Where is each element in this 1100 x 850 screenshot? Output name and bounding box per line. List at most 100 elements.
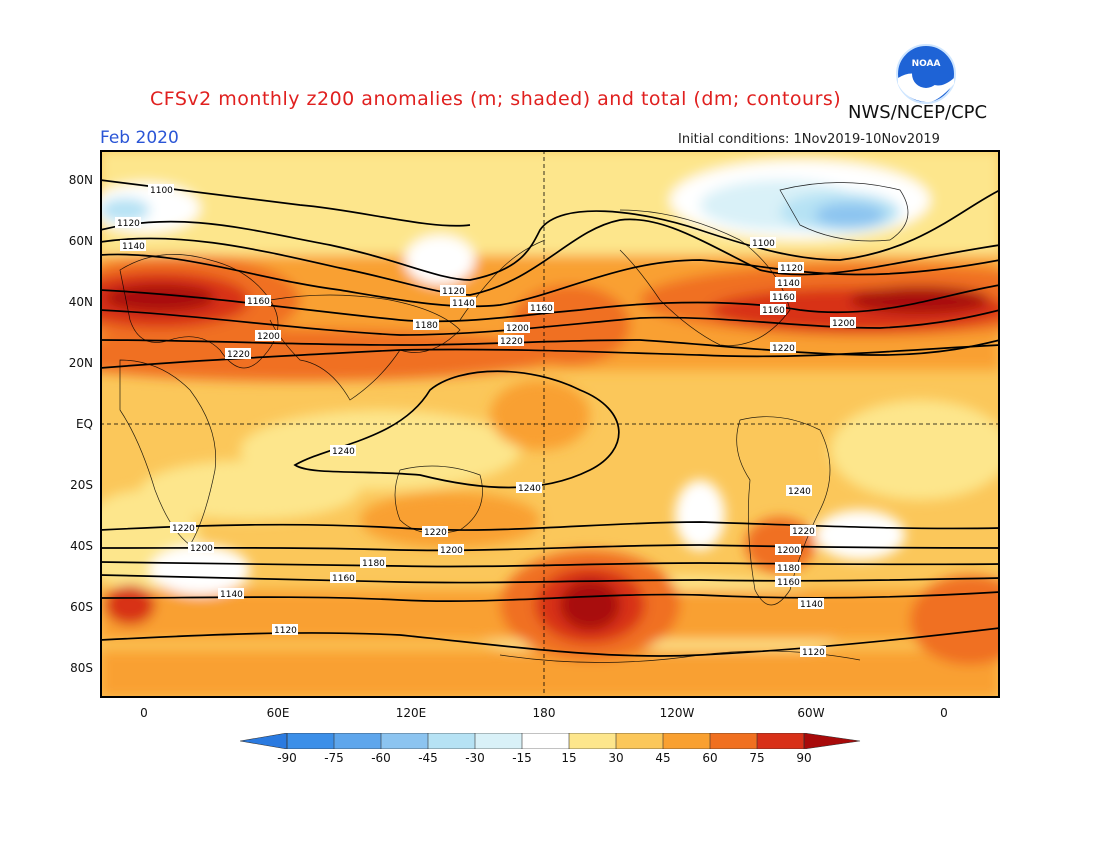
lat-tick: 20S [70,478,93,492]
colorbar-swatch [240,733,287,749]
colorbar-label: 30 [608,751,624,765]
colorbar-swatch [287,733,334,749]
shade-satl-red [910,575,1000,665]
contour-label: 1100 [752,239,775,249]
lat-tick: 40S [70,539,93,553]
contour-label: 1200 [777,546,800,556]
shade-satl-white [815,510,905,560]
contour-label: 1200 [190,544,213,554]
contour-line [100,339,1000,356]
colorbar-swatch [616,733,663,749]
lat-tick: 60N [68,234,93,248]
shade-pac-orange [490,380,590,450]
shade-spac-max [560,580,620,630]
colorbar [239,732,862,750]
contour-label: 1140 [220,590,243,600]
chart-title: CFSv2 monthly z200 anomalies (m; shaded)… [150,88,842,110]
shade-sio-white [150,545,250,595]
contour-label: 1140 [452,299,475,309]
anomaly-map: 1100 1120 1140 1160 1200 1220 1120 1140 … [100,150,1000,698]
shade-atl-yellow [830,400,1000,500]
colorbar-swatch [428,733,475,749]
colorbar-swatch [522,733,569,749]
contour-line [100,309,1000,336]
contour-label: 1220 [772,344,795,354]
colorbar-label: -45 [418,751,438,765]
contour-label: 1160 [777,578,800,588]
contour-line [100,284,1000,323]
agency-label: NWS/NCEP/CPC [848,102,988,123]
lon-tick: 0 [940,706,948,720]
contour-label: 1140 [800,600,823,610]
initial-conditions: Initial conditions: 1Nov2019-10Nov2019 [678,132,940,147]
colorbar-label: 90 [796,751,812,765]
lon-tick: 180 [532,706,556,720]
colorbar-label: -75 [324,751,344,765]
contour-label: 1240 [518,484,541,494]
lat-tick: 80S [70,661,93,675]
lon-tick: 120E [395,706,427,720]
shade-polar-blue [100,198,150,222]
colorbar-swatch [475,733,522,749]
contour-label: 1120 [780,264,803,274]
lon-tick: 120W [659,706,695,720]
lat-tick: 40N [68,295,93,309]
lon-tick: 60E [266,706,290,720]
contour-label: 1220 [172,524,195,534]
contour-label: 1200 [506,324,529,334]
colorbar-label: 45 [655,751,671,765]
contour-label: 1180 [415,321,438,331]
lat-tick: 80N [68,173,93,187]
shade-io-yellow [140,460,360,520]
contour-label: 1240 [788,487,811,497]
contour-line [100,544,1000,552]
contour-label: 1180 [362,559,385,569]
colorbar-label: -60 [371,751,391,765]
contour-label: 1160 [332,574,355,584]
colorbar-swatch [804,733,860,749]
contour-label: 1120 [117,219,140,229]
contour-label: 1140 [777,279,800,289]
map-border [100,150,1000,698]
shade-aus-orange [360,492,540,548]
contour-label: 1160 [772,293,795,303]
lat-tick: 20N [68,356,93,370]
colorbar-swatch [710,733,757,749]
contour-label: 1240 [332,447,355,457]
contour-labels: 1100 1120 1140 1160 1200 1220 1120 1140 … [115,184,856,658]
noaa-logo: NOAA [896,44,956,104]
contour-line [100,627,1000,657]
contour-label: 1120 [802,648,825,658]
shade-nepac-white [405,235,475,285]
contour-label: 1160 [530,304,553,314]
colorbar-swatch [334,733,381,749]
shade-atl-max [850,286,990,314]
contour-label: 1120 [274,626,297,636]
colorbar-label: -90 [277,751,297,765]
contour-label: 1120 [442,287,465,297]
colorbar-label: 60 [702,751,718,765]
lon-tick: 60W [797,706,825,720]
colorbar-label: -30 [465,751,485,765]
colorbar-swatch [663,733,710,749]
shade-polar-south [100,650,1000,698]
noaa-logo-text: NOAA [912,59,941,69]
lat-tick: 60S [70,600,93,614]
contour-label: 1220 [792,527,815,537]
contour-label: 1200 [440,546,463,556]
lon-tick: 0 [140,706,148,720]
shade-sep-white [675,480,725,550]
contour-label: 1200 [257,332,280,342]
contour-label: 1100 [150,186,173,196]
contour-label: 1220 [500,337,523,347]
colorbar-label: 75 [749,751,765,765]
colorbar-label: 15 [561,751,577,765]
colorbar-swatch [569,733,616,749]
contour-line [100,189,1000,281]
shade-eu-max [105,284,215,312]
contour-label: 1140 [122,242,145,252]
contour-label: 1200 [832,319,855,329]
colorbar-label: -15 [512,751,532,765]
contour-line [100,561,1000,568]
contour-label: 1180 [777,564,800,574]
